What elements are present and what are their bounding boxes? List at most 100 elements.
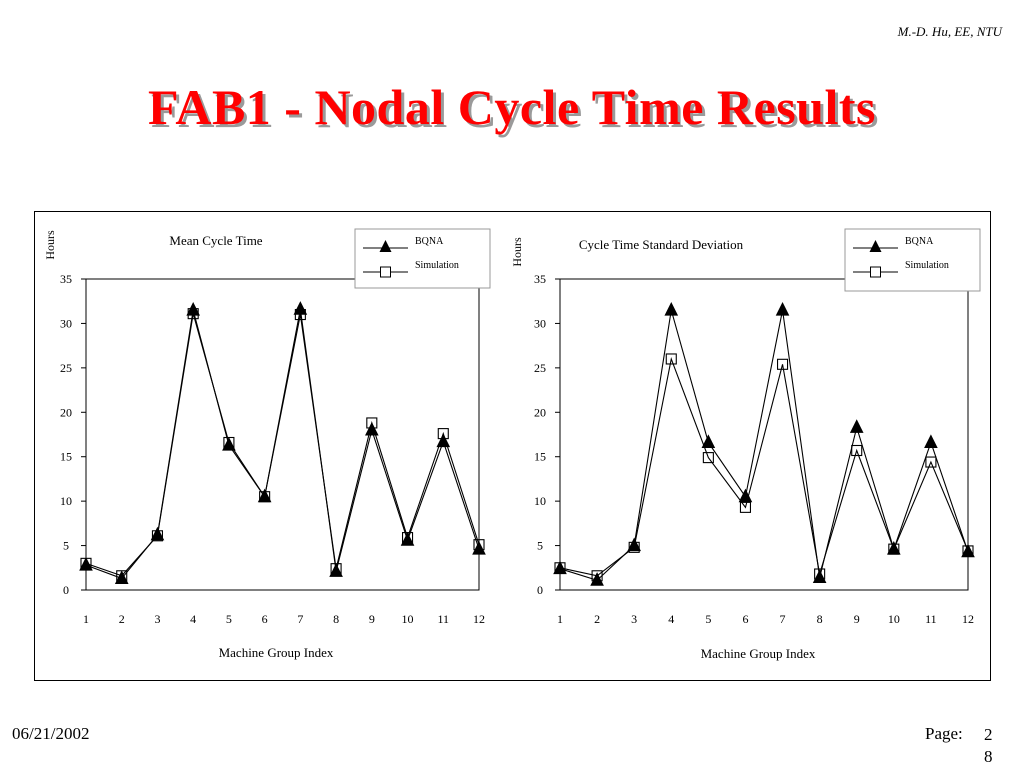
simulation-point bbox=[554, 562, 566, 574]
x-tick-label: 10 bbox=[402, 612, 414, 626]
x-tick-label: 1 bbox=[83, 612, 89, 626]
bqna-point bbox=[849, 419, 864, 433]
simulation-point bbox=[80, 557, 92, 569]
simulation-point bbox=[330, 563, 342, 575]
x-tick-label: 4 bbox=[190, 612, 196, 626]
x-tick-label: 9 bbox=[369, 612, 375, 626]
simulation-point bbox=[925, 456, 937, 468]
x-tick-label: 8 bbox=[817, 612, 823, 626]
y-tick-label: 15 bbox=[534, 450, 546, 464]
bqna-point bbox=[924, 434, 938, 448]
legend-label: BQNA bbox=[905, 236, 934, 247]
bqna-point bbox=[553, 560, 567, 575]
simulation-point bbox=[591, 570, 603, 582]
y-tick-label: 5 bbox=[537, 539, 543, 553]
chart-cycle-time-std-dev: Cycle Time Standard Deviation Hours Machin… bbox=[510, 228, 981, 661]
bqna-point bbox=[701, 434, 716, 448]
x-tick-label: 8 bbox=[333, 612, 339, 626]
y-tick-label: 20 bbox=[534, 405, 546, 419]
simulation-point bbox=[151, 530, 164, 542]
x-tick-label: 9 bbox=[854, 612, 860, 626]
series-line-simulation bbox=[85, 313, 480, 577]
x-tick-label: 1 bbox=[557, 612, 563, 626]
bqna-point bbox=[775, 301, 790, 316]
chart-title: Cycle Time Standard Deviation bbox=[579, 237, 744, 252]
x-tick-label: 3 bbox=[631, 612, 637, 626]
legend: BQNA Simulation bbox=[354, 228, 491, 289]
y-tick-label: 35 bbox=[60, 272, 72, 286]
legend-triangle-icon bbox=[869, 240, 882, 252]
x-tick-label: 3 bbox=[154, 612, 160, 626]
x-tick-label: 6 bbox=[262, 612, 268, 626]
y-axis-label: Hours bbox=[43, 230, 57, 260]
y-tick-label: 30 bbox=[60, 316, 72, 330]
series-line-simulation bbox=[559, 356, 969, 577]
simulation-point bbox=[962, 545, 974, 557]
y-tick-label: 5 bbox=[63, 539, 69, 553]
y-tick-label: 0 bbox=[63, 583, 69, 597]
simulation-point bbox=[888, 543, 900, 555]
x-tick-label: 2 bbox=[594, 612, 600, 626]
bqna-point bbox=[590, 572, 604, 586]
simulation-point bbox=[851, 444, 863, 457]
y-tick-label: 15 bbox=[60, 450, 72, 464]
simulation-point bbox=[776, 358, 789, 370]
x-tick-label: 7 bbox=[780, 612, 786, 626]
x-axis-label: Machine Group Index bbox=[219, 645, 334, 660]
simulation-point bbox=[116, 570, 128, 582]
plot-area bbox=[559, 278, 969, 591]
simulation-point bbox=[366, 417, 378, 429]
y-tick-label: 10 bbox=[534, 494, 546, 508]
footer-date: 06/21/2002 bbox=[12, 724, 90, 743]
legend-box bbox=[354, 228, 491, 289]
x-tick-label: 5 bbox=[226, 612, 232, 626]
y-tick-label: 20 bbox=[60, 405, 72, 419]
simulation-point bbox=[294, 308, 306, 321]
y-tick-label: 35 bbox=[534, 272, 546, 286]
author-credit: M.-D. Hu, EE, NTU bbox=[897, 24, 1002, 39]
simulation-point bbox=[473, 539, 485, 551]
bqna-point bbox=[812, 569, 827, 584]
simulation-point bbox=[739, 501, 752, 513]
y-tick-label: 10 bbox=[60, 494, 72, 508]
legend-label: Simulation bbox=[905, 260, 949, 271]
x-tick-label: 11 bbox=[437, 612, 449, 626]
x-tick-label: 5 bbox=[705, 612, 711, 626]
x-tick-label: 12 bbox=[962, 612, 974, 626]
bqna-point bbox=[293, 301, 308, 315]
simulation-point bbox=[259, 491, 271, 503]
bqna-point bbox=[472, 541, 486, 555]
legend-label: BQNA bbox=[415, 236, 444, 247]
simulation-point bbox=[702, 452, 714, 464]
y-tick-label: 25 bbox=[534, 361, 546, 375]
x-tick-label: 6 bbox=[742, 612, 748, 626]
y-tick-label: 0 bbox=[537, 583, 543, 597]
series-line-bqna bbox=[559, 309, 969, 581]
y-tick-label: 25 bbox=[60, 361, 72, 375]
plot-area bbox=[85, 278, 480, 591]
bqna-point bbox=[664, 301, 679, 316]
y-axis-label: Hours bbox=[510, 237, 524, 267]
legend-triangle-icon bbox=[379, 240, 392, 252]
x-tick-label: 10 bbox=[888, 612, 900, 626]
simulation-point bbox=[628, 541, 640, 553]
simulation-point bbox=[187, 308, 199, 320]
legend: BQNA Simulation bbox=[844, 228, 981, 292]
simulation-point bbox=[223, 436, 235, 449]
series-line-bqna bbox=[85, 309, 480, 580]
simulation-point bbox=[401, 532, 414, 544]
slide-title: FAB1 - Nodal Cycle Time Results bbox=[148, 79, 876, 135]
footer-page-number: 28 bbox=[984, 725, 993, 766]
legend-box bbox=[844, 228, 981, 292]
legend-square-icon bbox=[380, 266, 391, 278]
x-tick-label: 7 bbox=[297, 612, 303, 626]
simulation-point bbox=[814, 568, 826, 580]
simulation-point bbox=[437, 428, 449, 440]
simulation-point bbox=[665, 353, 677, 365]
legend-label: Simulation bbox=[415, 260, 459, 271]
x-tick-label: 4 bbox=[668, 612, 674, 626]
x-axis-label: Machine Group Index bbox=[701, 646, 816, 661]
chart-frame bbox=[34, 211, 991, 681]
x-tick-label: 11 bbox=[925, 612, 937, 626]
